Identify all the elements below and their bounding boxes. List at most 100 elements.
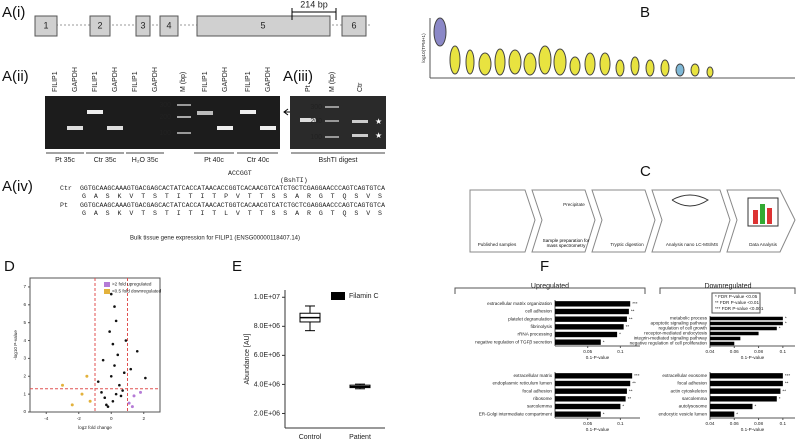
header: Upregulated (531, 283, 569, 290)
seq-label: Pt (60, 202, 68, 209)
bar (555, 324, 624, 330)
point (129, 367, 133, 371)
exon-label: 2 (97, 20, 102, 30)
point (100, 391, 103, 394)
exon-label: 1 (43, 20, 48, 30)
x-tick-label: 0.06 (730, 421, 739, 426)
workflow-step: Tryptic digestion (610, 242, 644, 247)
point (80, 392, 84, 396)
significance: * (622, 404, 624, 409)
significance: ** (782, 388, 786, 393)
bar (555, 403, 621, 410)
lane-label: FILIP1 (245, 71, 252, 92)
lane-label: Pt (305, 85, 312, 92)
marker-label: 300 (159, 102, 171, 109)
workflow-step: Published samples (478, 242, 517, 247)
significance: *** (634, 373, 640, 378)
lane-label: GAPDH (265, 67, 272, 92)
x-axis-label: 0.1-P-value (586, 355, 610, 360)
point (130, 405, 134, 409)
panel-label: C (640, 163, 651, 180)
x-tick-label: -2 (77, 416, 82, 421)
lane-label: GAPDH (72, 67, 79, 92)
significance: * (736, 411, 738, 416)
category-label: platelet degranulation (508, 316, 552, 321)
panel-label: F (540, 258, 549, 275)
legend-swatch (104, 282, 110, 287)
x-tick-label: 2 (142, 416, 145, 421)
svg-text:★: ★ (375, 117, 382, 126)
bar (555, 308, 629, 315)
x-tick-label: 0.1 (780, 421, 787, 426)
point (109, 374, 113, 378)
significance: ** (631, 309, 635, 314)
category-label: receptor-mediated endocytosis (644, 331, 708, 336)
significance: * (779, 396, 781, 401)
workflow-step: Data Analysis (749, 242, 778, 247)
x-tick-label: 0.08 (754, 349, 763, 354)
category-label: extracellular exosome (662, 373, 707, 378)
point (88, 399, 92, 403)
y-tick-label: 4.0E+06 (254, 381, 280, 388)
category-label: fibrinolysis (531, 324, 553, 329)
y-tick-label: 7 (23, 284, 26, 289)
bar (555, 316, 627, 322)
significance: ** (785, 381, 789, 386)
site-seq: ACCGGT (228, 170, 252, 177)
category-label: negative regulation of TGFβ secretion (475, 339, 552, 344)
point (106, 405, 110, 408)
significance: * (785, 316, 787, 321)
y-tick-label: 2.0E+06 (254, 410, 280, 417)
x-tick-label: 0 (110, 416, 113, 421)
svg-text:★: ★ (375, 131, 382, 140)
x-tick-label: -4 (44, 416, 49, 421)
significance: * (619, 332, 621, 337)
category-label: autolysosome (679, 404, 708, 409)
exon-label: 3 (140, 20, 145, 30)
category-label: endocytic vesicle lumen (658, 411, 707, 416)
point (105, 403, 108, 407)
marker-label: 300 (310, 104, 322, 111)
group-label: Ctr 35c (94, 157, 117, 164)
point (85, 374, 89, 378)
point (111, 342, 115, 346)
category-label: endoplasmic reticulum lumen (493, 381, 553, 386)
lane-label: FILIP1 (52, 71, 59, 92)
lane-label: GAPDH (112, 67, 119, 92)
y-tick-label: 6 (23, 302, 26, 307)
expression-title: Bulk tissue gene expression for FILIP1 (… (130, 236, 300, 242)
point (114, 392, 118, 396)
bar (710, 316, 783, 321)
bar (710, 403, 753, 410)
significance: *** (632, 301, 638, 306)
header: Downregulated (704, 283, 751, 290)
y-tick-label: 0 (23, 409, 26, 414)
point (132, 394, 136, 398)
category-label: cell adhesion (525, 309, 552, 314)
significance: * (755, 404, 757, 409)
bar (555, 339, 601, 345)
significance: ** (632, 381, 636, 386)
point (116, 353, 120, 357)
panel-label: A(i) (2, 4, 25, 21)
lane-label: Ctr (357, 82, 364, 92)
exon-label: 6 (351, 20, 356, 30)
category-label: regulation of cell growth (658, 326, 707, 331)
lane-label: M (bp) (180, 72, 187, 92)
x-tick-label: 0.1 (617, 421, 624, 426)
group-label: Pt 40c (204, 157, 224, 164)
y-tick-label: 4 (23, 338, 26, 343)
x-tick-label: 0.04 (706, 421, 715, 426)
exon-label: 4 (166, 20, 171, 30)
point (109, 292, 113, 296)
point (139, 390, 142, 394)
seq-label: Ctr (60, 185, 72, 192)
violin-plot (429, 17, 795, 79)
marker-label: 200 (159, 114, 171, 121)
span-label: 214 bp (300, 0, 328, 9)
x-axis-label: log2 fold change (78, 425, 112, 430)
bar (710, 411, 735, 417)
panel-label: E (232, 258, 242, 275)
legend-entry: ** FDR P-value <0.01 (715, 300, 759, 305)
point (101, 358, 105, 362)
